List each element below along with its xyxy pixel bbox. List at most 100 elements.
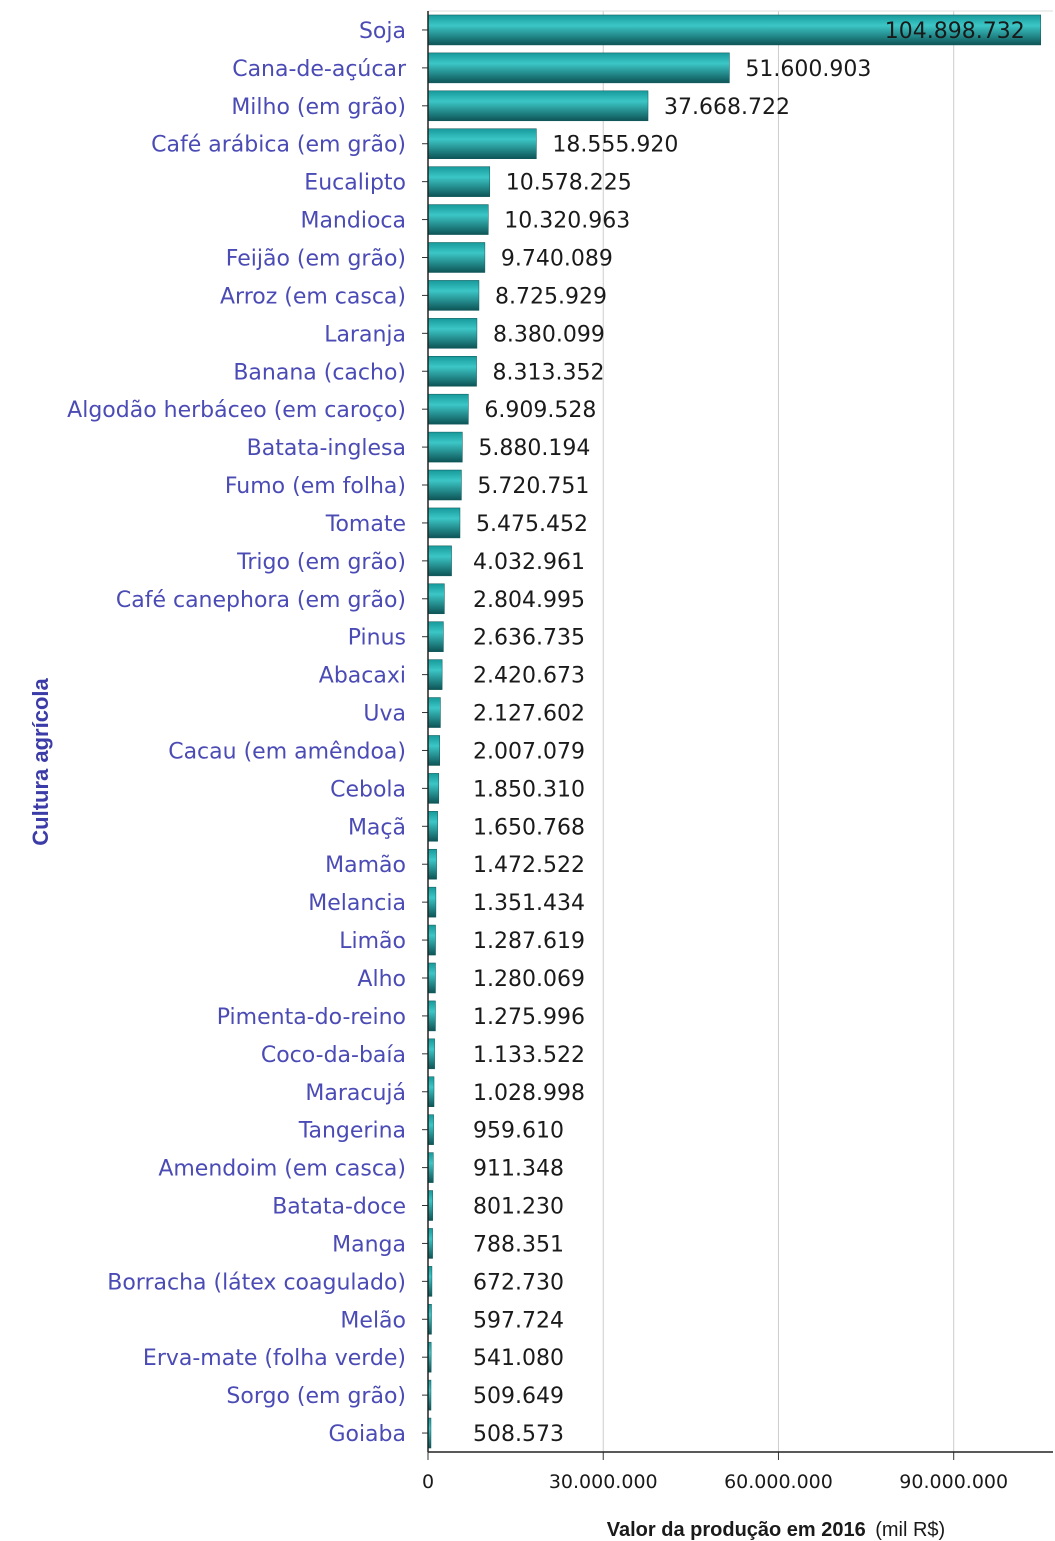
data-label: 1.351.434 [473,891,585,916]
y-tick-label: Cebola [330,777,406,802]
y-tick-label: Feijão (em grão) [226,246,406,271]
y-tick-label: Melancia [308,891,406,916]
y-tick-label: Erva-mate (folha verde) [143,1346,406,1371]
bar [427,1114,434,1145]
y-tick-label: Pimenta-do-reino [217,1005,406,1030]
data-label: 1.472.522 [473,853,585,878]
bar [427,393,469,425]
bar [427,659,443,690]
data-label: 1.650.768 [473,815,585,840]
bar [427,356,477,387]
data-label: 911.348 [473,1157,564,1182]
data-label: 597.724 [473,1308,564,1333]
y-tick-label: Trigo (em grão) [236,550,406,575]
data-label: 672.730 [473,1270,564,1295]
bar [427,52,730,84]
bar [427,14,1041,46]
bar [427,621,444,652]
data-label: 1.280.069 [473,967,585,992]
data-label: 5.475.452 [476,512,588,537]
bar [427,166,491,197]
data-label: 37.668.722 [664,95,790,120]
data-label: 801.230 [473,1195,564,1220]
y-tick-label: Melão [340,1308,406,1333]
data-label: 541.080 [473,1346,564,1371]
y-tick-label: Batata-inglesa [247,436,406,461]
data-label: 1.028.998 [473,1081,585,1106]
x-axis-title: Valor da produção em 2016 (mil R$) [607,1519,945,1541]
y-tick-label: Manga [332,1232,406,1257]
bar [427,886,437,918]
data-label: 8.380.099 [493,322,605,347]
bars [427,14,1041,1449]
y-tick-label: Amendoim (em casca) [158,1157,406,1182]
y-tick-label: Limão [339,929,406,954]
x-tick-label: 30.000.000 [549,1471,658,1493]
y-tick-label: Sorgo (em grão) [226,1384,406,1409]
data-label: 5.880.194 [478,436,590,461]
data-label: 51.600.903 [745,57,871,82]
bar [427,1000,436,1032]
bar [427,583,445,615]
y-tick-label: Goiaba [328,1422,406,1447]
y-tick-label: Tomate [325,512,406,537]
y-tick-label: Milho (em grão) [231,95,406,120]
bar [427,1076,435,1107]
data-label: 6.909.528 [484,398,596,423]
data-label: 1.287.619 [473,929,585,954]
y-tick-label: Pinus [348,626,406,651]
data-label: 1.850.310 [473,777,585,802]
data-label: 508.573 [473,1422,564,1447]
bar [427,128,537,159]
y-axis-title: Cultura agrícola [28,677,53,845]
bar [427,431,463,463]
data-label: 2.804.995 [473,588,585,613]
y-tick-label: Eucalipto [304,171,406,196]
x-tick-label: 90.000.000 [899,1471,1008,1493]
y-tick-label: Cana-de-açúcar [232,57,407,82]
y-tick-label: Banana (cacho) [233,360,406,385]
data-label: 1.133.522 [473,1043,585,1068]
bar [427,811,438,842]
data-label: 2.007.079 [473,739,585,764]
y-tick-label: Coco-da-baía [261,1043,406,1068]
y-tick-label: Café canephora (em grão) [116,588,406,613]
x-axis-title-unit: (mil R$) [875,1519,945,1541]
bar [427,924,436,956]
bar [427,1038,435,1070]
y-tick-label: Fumo (em folha) [225,474,406,499]
data-label: 4.032.961 [473,550,585,575]
y-tick-label: Laranja [324,322,406,347]
y-tick-label: Maçã [348,815,406,840]
data-label: 10.578.225 [506,171,632,196]
y-tick-label: Algodão herbáceo (em caroço) [67,398,406,423]
y-tick-label: Café arábica (em grão) [151,133,406,158]
x-axis-title-main: Valor da produção em 2016 [607,1519,866,1541]
data-label: 788.351 [473,1232,564,1257]
y-tick-label: Tangerina [298,1119,406,1144]
bar [427,204,489,235]
bar [427,280,480,311]
bar [427,469,462,501]
data-label: 104.898.732 [885,19,1025,44]
data-label: 2.420.673 [473,664,585,689]
bar [427,318,478,349]
data-label: 2.636.735 [473,626,585,651]
bar [427,90,649,122]
y-tick-label: Soja [359,19,406,44]
x-tick-label: 0 [422,1471,434,1493]
y-tick-label: Batata-doce [272,1195,406,1220]
bar [427,242,486,273]
data-label: 18.555.920 [552,133,678,158]
y-tick-label: Cacau (em amêndoa) [168,739,406,764]
y-tick-label: Borracha (látex coagulado) [107,1270,406,1295]
y-tick-label: Mandioca [300,209,406,234]
bar [427,848,437,880]
bar [427,1152,434,1183]
data-label: 8.725.929 [495,284,607,309]
data-label: 9.740.089 [501,246,613,271]
data-label: 959.610 [473,1119,564,1144]
bar [427,697,441,728]
